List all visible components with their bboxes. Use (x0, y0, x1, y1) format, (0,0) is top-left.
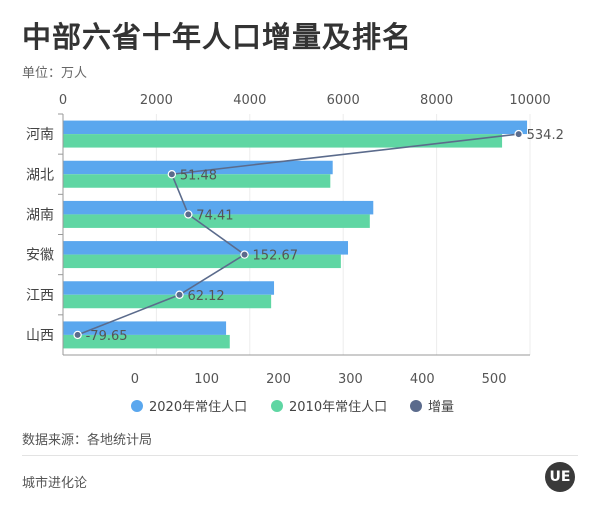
bar-2010 (63, 254, 341, 269)
footer-divider (22, 455, 578, 456)
top-axis-tick-label: 6000 (327, 93, 360, 108)
bar-2020 (63, 120, 528, 135)
legend-label: 2010年常住人口 (289, 400, 387, 415)
bar-2010 (63, 174, 331, 188)
legend-label: 2020年常住人口 (149, 400, 247, 415)
page-title: 中部六省十年人口增量及排名 (22, 20, 413, 54)
increment-point (73, 330, 82, 340)
increment-data-label: 74.41 (196, 208, 233, 223)
increment-point (240, 250, 249, 259)
category-label: 湖北 (26, 167, 54, 183)
top-axis-tick-label: 4000 (233, 93, 266, 108)
bottom-axis-tick-label: 100 (194, 372, 219, 387)
brand-label: 城市进化论 (22, 476, 88, 491)
brand-logo-icon: UE (545, 462, 575, 492)
bar-2020 (63, 200, 374, 215)
bottom-axis-tick-label: 400 (410, 372, 435, 387)
legend-label: 增量 (428, 400, 454, 415)
category-label: 安徽 (26, 248, 54, 264)
top-axis-tick-label: 0 (59, 93, 67, 108)
increment-data-label: 51.48 (180, 168, 217, 183)
data-source-label: 数据来源：各地统计局 (22, 433, 153, 448)
increment-point (184, 210, 193, 219)
bottom-axis-tick-label: 200 (266, 372, 291, 387)
top-axis-tick-label: 8000 (420, 93, 453, 108)
bar-2010 (63, 334, 230, 349)
category-label: 河南 (26, 127, 54, 143)
increment-data-label: 152.67 (253, 249, 299, 264)
increment-point (514, 129, 523, 139)
category-label: 湖南 (26, 207, 54, 223)
bar-2010 (63, 134, 503, 148)
category-label: 山西 (26, 328, 54, 344)
bar-2010 (63, 294, 272, 309)
bottom-axis-tick-label: 300 (338, 372, 363, 387)
top-axis-tick-label: 2000 (140, 93, 173, 108)
unit-label: 单位：万人 (22, 66, 88, 81)
increment-line (77, 133, 519, 336)
increment-data-label: -79.65 (86, 329, 128, 344)
top-axis-tick-label: 10000 (509, 93, 550, 108)
bar-2010 (63, 214, 370, 228)
category-label: 江西 (26, 288, 54, 304)
legend-marker (131, 400, 143, 412)
increment-point (167, 170, 177, 179)
bar-2020 (63, 241, 349, 255)
legend-marker (410, 400, 422, 412)
bottom-axis-tick-label: 500 (482, 372, 507, 387)
bar-2020 (63, 281, 275, 295)
legend-marker (271, 400, 283, 412)
population-chart: 0 2000 4000 6000 8000 10000 0 100 200 300 400 500 河南… (26, 93, 564, 415)
bottom-axis-tick-label: 0 (131, 372, 139, 387)
increment-data-label: 534.2 (527, 128, 564, 143)
increment-point (175, 290, 184, 299)
increment-data-label: 62.12 (187, 289, 224, 304)
